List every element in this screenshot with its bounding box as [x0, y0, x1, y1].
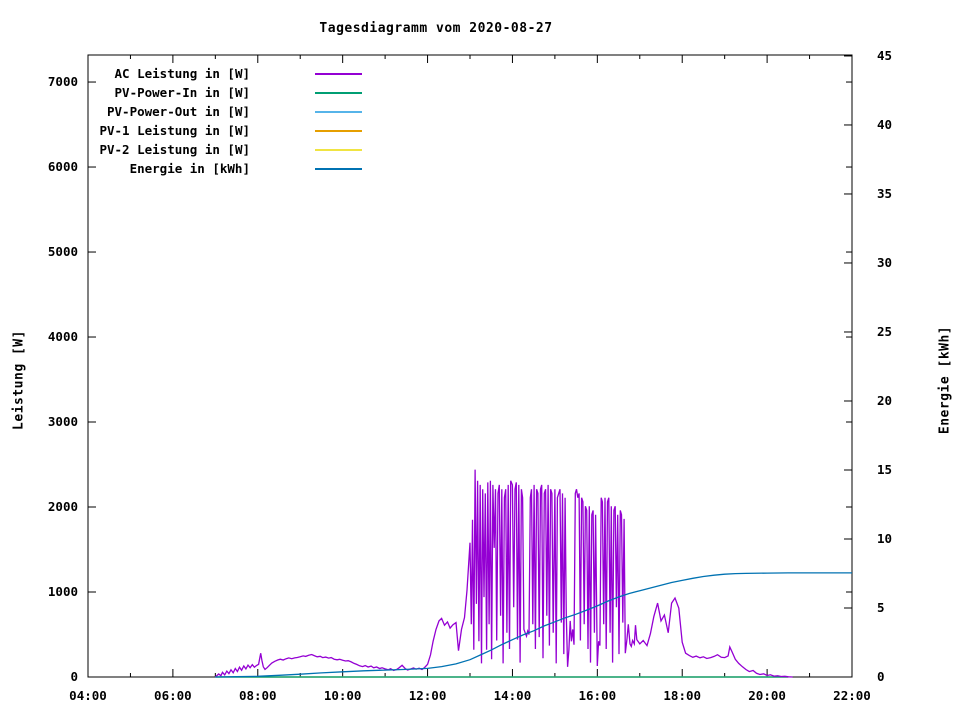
y-right-tick-label: 25	[877, 323, 893, 339]
y-right-tick-label: 15	[877, 461, 893, 477]
x-tick-label: 18:00	[663, 688, 702, 703]
y-left-tick-label: 5000	[47, 244, 78, 260]
series-line-ac-leistung-in-w	[214, 469, 793, 678]
y-right-tick-label: 10	[877, 530, 893, 546]
legend-sample-line-1	[315, 92, 362, 94]
legend-label-2: PV-Power-Out in [W]	[107, 104, 250, 119]
x-tick-label: 14:00	[493, 688, 532, 703]
x-tick-label: 08:00	[238, 688, 277, 703]
y-left-tick-label: 1000	[47, 584, 78, 599]
x-tick-label: 20:00	[748, 688, 786, 703]
legend-label-4: PV-2 Leistung in [W]	[99, 142, 250, 157]
x-tick-label: 16:00	[578, 688, 617, 703]
y-left-tick-label: 7000	[47, 74, 78, 90]
x-tick-label: 22:00	[833, 688, 871, 703]
legend-label-5: Energie in [kWh]	[129, 161, 250, 176]
y-right-tick-label: 20	[877, 392, 893, 408]
y-right-tick-label: 35	[877, 185, 893, 201]
x-tick-label: 06:00	[154, 688, 192, 703]
y-left-tick-label: 0	[70, 669, 78, 684]
y-right-tick-label: 0	[877, 669, 885, 684]
legend-sample-line-3	[315, 130, 362, 132]
y-right-tick-label: 45	[877, 47, 893, 63]
y-right-tick-label: 40	[877, 116, 893, 132]
legend-sample-line-0	[315, 73, 362, 75]
legend-label-1: PV-Power-In in [W]	[114, 85, 250, 100]
y-axis-right-label: Energie [kWh]	[937, 325, 953, 435]
legend-label-3: PV-1 Leistung in [W]	[99, 123, 250, 138]
legend-sample-line-5	[315, 168, 362, 170]
series-line-energie-in-kwh	[215, 572, 852, 678]
y-left-tick-label: 2000	[47, 499, 78, 514]
y-left-tick-label: 3000	[47, 414, 78, 429]
x-tick-label: 12:00	[408, 688, 447, 703]
x-tick-label: 10:00	[323, 688, 362, 703]
y-left-tick-label: 4000	[47, 329, 78, 345]
legend-sample-line-4	[315, 149, 362, 151]
x-tick-label: 04:00	[69, 688, 107, 703]
y-right-tick-label: 30	[877, 254, 893, 270]
y-left-tick-label: 6000	[47, 159, 78, 175]
y-right-tick-label: 5	[877, 599, 885, 615]
chart-title: Tagesdiagramm vom 2020-08-27	[319, 21, 553, 36]
legend-sample-line-2	[315, 111, 362, 113]
legend-label-0: AC Leistung in [W]	[114, 66, 250, 81]
